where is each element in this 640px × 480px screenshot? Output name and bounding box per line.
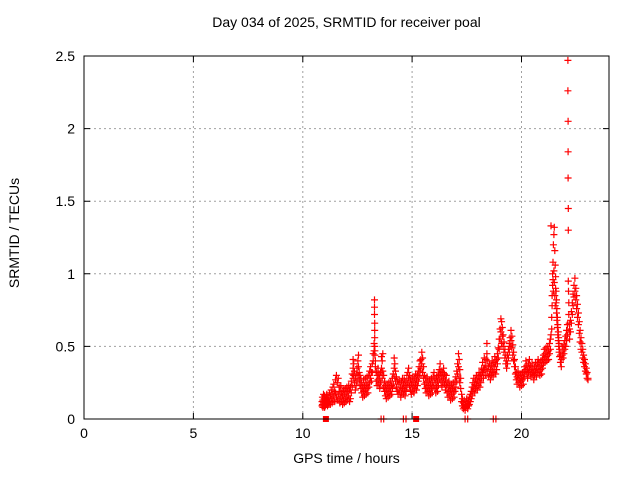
x-tick-label: 15: [404, 425, 420, 441]
y-tick-label: 2.5: [56, 48, 76, 64]
x-axis-label: GPS time / hours: [293, 450, 400, 466]
x-tick-label: 10: [295, 425, 311, 441]
x-tick-label: 0: [80, 425, 88, 441]
data-points: [318, 56, 592, 423]
y-tick-label: 1: [67, 266, 75, 282]
y-tick-label: 1.5: [56, 193, 76, 209]
y-tick-label: 0.5: [56, 338, 76, 354]
plot-frame: [83, 55, 610, 420]
x-tick-label: 20: [514, 425, 530, 441]
grid-lines: [84, 56, 609, 419]
x-tick-label: 5: [189, 425, 197, 441]
y-tick-label: 0: [67, 411, 75, 427]
chart-title: Day 034 of 2025, SRMTID for receiver poa…: [212, 14, 481, 30]
y-tick-label: 2: [67, 121, 75, 137]
